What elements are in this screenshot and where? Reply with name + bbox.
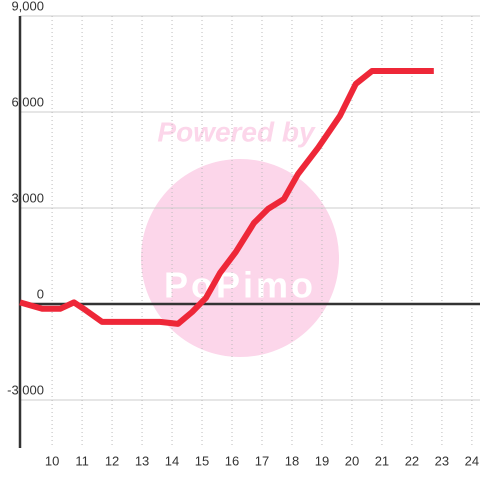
x-tick-label: 18 [285,453,299,468]
x-tick-label: 12 [105,453,119,468]
x-tick-label: 15 [195,453,209,468]
line-series [19,68,434,327]
y-tick-label: 6,000 [11,94,44,109]
x-tick-label: 16 [225,453,239,468]
x-tick-label: 14 [165,453,179,468]
y-tick-label: -3,000 [7,382,44,397]
x-tick-label: 21 [375,453,389,468]
x-tick-label: 11 [75,453,89,468]
watermark-circle [141,159,339,357]
x-tick-label: 17 [255,453,269,468]
watermark-logo: PoPimo [164,265,316,306]
x-tick-label: 10 [45,453,59,468]
x-tick-label: 19 [315,453,329,468]
x-tick-label: 22 [405,453,419,468]
x-tick-label: 24 [465,453,479,468]
x-tick-label: 20 [345,453,359,468]
x-tick-label: 23 [435,453,449,468]
watermark: Powered by [157,116,316,147]
x-tick-label: 13 [135,453,149,468]
y-tick-label: 9,000 [11,0,44,13]
y-tick-label: 3,000 [11,190,44,205]
y-tick-label: 0 [37,286,44,301]
